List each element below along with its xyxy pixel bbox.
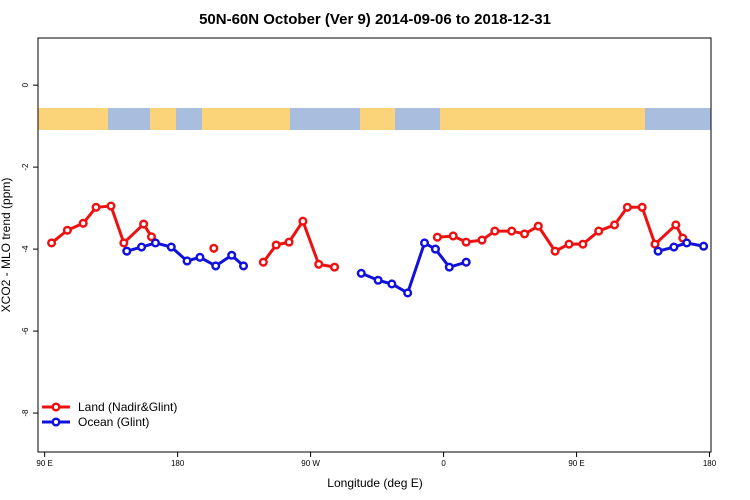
data-point [258,257,268,267]
data-point [211,261,221,271]
data-point [195,252,205,262]
legend-label: Ocean (Glint) [78,415,149,429]
data-point [314,259,324,269]
y-axis-label: XCO2 - MLO trend (ppm) [0,178,13,313]
chart-title: 50N-60N October (Ver 9) 2014-09-06 to 20… [199,11,551,28]
x-tick-label: 90 E [36,459,52,468]
data-point [403,288,413,298]
y-tick-label: -6 [21,327,30,335]
x-tick-label: 180 [703,459,717,468]
data-point [594,226,604,236]
map-ocean [108,108,150,130]
data-point [650,239,660,249]
series-line [50,204,153,246]
data-point [209,243,219,253]
series-line [657,241,704,253]
map-ocean [290,108,360,130]
data-point [622,202,632,212]
data-point [62,225,72,235]
map-ocean [176,108,202,130]
data-point [106,201,116,211]
data-point [284,237,294,247]
y-tick-label: -8 [21,409,30,417]
data-point [564,239,574,249]
data-point [139,219,149,229]
data-point [91,202,101,212]
data-point [271,240,281,250]
data-point [122,246,132,256]
data-point [78,218,88,228]
data-point [671,220,681,230]
data-point [682,238,692,248]
data-point [146,232,157,242]
data-point [387,279,397,289]
data-point [432,232,442,242]
data-point [329,262,340,272]
data-point [533,221,543,231]
y-tick-label: 0 [21,82,30,87]
map-ocean [395,108,440,130]
data-point [419,238,430,248]
data-point [47,238,57,248]
x-tick-label: 90 W [301,459,320,468]
x-axis-label: Longitude (deg E) [327,476,422,490]
y-tick-label: -4 [21,245,30,253]
x-tick-label: 0 [441,459,446,468]
map-band [38,108,711,130]
data-point [444,262,454,272]
data-point [550,246,560,256]
data-point [298,216,308,226]
data-point [356,268,366,278]
data-point [653,246,663,256]
data-point [637,202,647,212]
data-point [182,256,192,266]
data-point [430,244,440,254]
legend-label: Land (Nadir&Glint) [78,400,177,414]
data-point [519,229,530,239]
data-point [461,237,471,247]
data-point [238,261,249,271]
y-tick-label: -2 [21,163,30,171]
data-point [373,275,383,285]
data-point [507,226,517,236]
legend-marker [51,417,61,427]
legend-marker [51,402,61,412]
data-point [461,257,471,267]
plot-frame [37,37,712,453]
series-line [437,205,685,254]
data-point [150,238,161,248]
data-point [227,250,237,260]
x-tick-label: 180 [171,459,185,468]
data-point [119,238,129,248]
map-land [38,108,711,130]
x-tick-label: 90 E [568,459,584,468]
data-point [578,239,588,249]
data-point [609,220,620,230]
data-point [448,231,458,241]
data-point [137,242,147,252]
data-point [699,241,709,251]
data-point [477,235,487,245]
data-point [490,226,500,236]
data-point [166,242,176,252]
data-point [669,242,679,252]
map-ocean [645,108,711,130]
